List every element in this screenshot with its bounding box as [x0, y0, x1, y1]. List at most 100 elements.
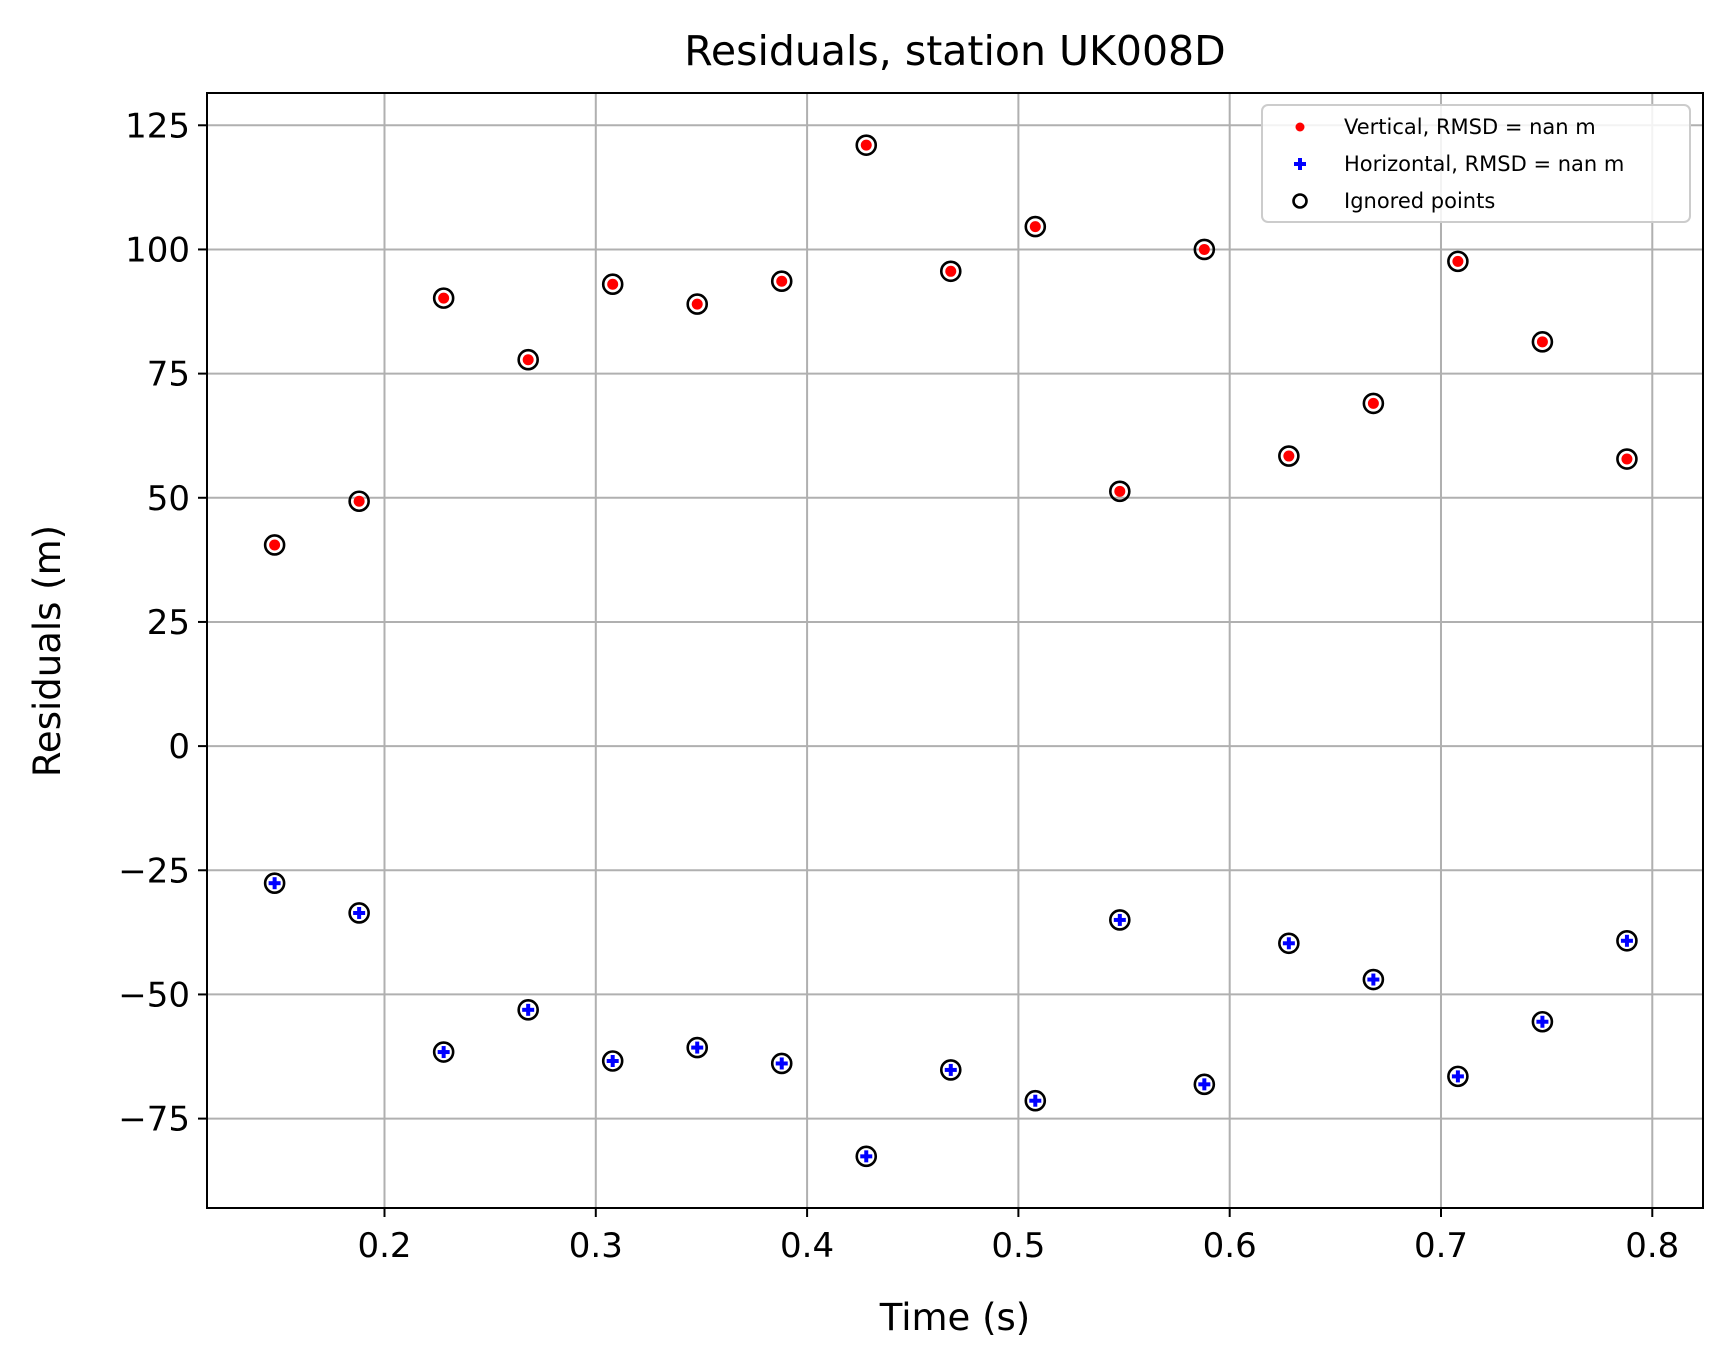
horizontal-residual-point	[1282, 937, 1295, 950]
vertical-residual-point	[1621, 453, 1633, 465]
horizontal-residual-point	[1198, 1078, 1211, 1091]
vertical-residual-point	[691, 298, 703, 310]
ignored-point-marker	[432, 287, 455, 309]
ignored-point-marker	[263, 872, 286, 894]
ignored-point-marker	[1278, 445, 1300, 467]
y-tick-label: −25	[118, 851, 190, 891]
ignored-point-marker	[1531, 1010, 1554, 1033]
y-tick-label: 0	[168, 727, 190, 767]
horizontal-residual-point	[1113, 913, 1126, 926]
ignored-point-marker	[432, 1041, 455, 1063]
ignored-point-marker	[601, 1050, 624, 1072]
x-tick-label: 0.3	[569, 1226, 623, 1266]
ignored-point-marker	[348, 490, 370, 513]
ignored-point-marker	[1109, 480, 1131, 503]
plot-frame	[206, 92, 1704, 1209]
ignored-point-marker	[1362, 392, 1385, 415]
y-tick-label: −75	[118, 1100, 190, 1140]
ignored-point-marker	[1193, 1073, 1216, 1096]
horizontal-residual-point	[437, 1046, 450, 1059]
ignored-point-marker	[1531, 331, 1554, 353]
vertical-residual-point	[860, 139, 872, 151]
x-tick-label: 0.6	[1203, 1226, 1257, 1266]
horizontal-residual-point	[860, 1150, 873, 1163]
x-tick-label: 0.8	[1625, 1226, 1679, 1266]
ignored-point-marker	[1024, 1089, 1047, 1112]
x-tick-label: 0.5	[991, 1226, 1045, 1266]
y-tick-label: 50	[147, 479, 190, 519]
horizontal-residual-point	[944, 1063, 957, 1076]
ignored-point-marker	[1362, 968, 1385, 991]
ignored-point-marker	[1447, 1065, 1469, 1088]
legend-vertical-marker	[1295, 122, 1305, 132]
vertical-residual-point	[1367, 397, 1379, 409]
horizontal-residual-point	[775, 1057, 788, 1070]
y-tick-label: 75	[147, 355, 190, 395]
vertical-residual-point	[1029, 221, 1041, 233]
vertical-residual-point	[438, 292, 450, 304]
ignored-point-marker	[855, 134, 878, 156]
vertical-residual-point	[607, 278, 619, 290]
data-points-layer	[268, 139, 1633, 1163]
vertical-residual-point	[1198, 243, 1210, 255]
ignored-point-marker	[348, 902, 370, 924]
horizontal-residual-point	[1367, 973, 1380, 986]
ignored-point-marker	[1193, 238, 1216, 261]
vertical-residual-point	[1283, 450, 1295, 462]
ignored-point-marker	[939, 1059, 962, 1081]
legend-entries: Vertical, RMSD = nan m Horizontal, RMSD =…	[1292, 115, 1624, 213]
ignored-point-marker	[601, 273, 624, 296]
ignored-point-marker	[1109, 909, 1131, 931]
vertical-residual-point	[522, 354, 534, 366]
vertical-residual-point	[776, 275, 788, 287]
tick-layer: 0.2 0.3 0.4 0.5 0.6 0.7 0.8 125 100 75 50 25 0 −25 −50…	[118, 106, 1679, 1266]
y-tick-label: 25	[147, 603, 190, 643]
ignored-point-marker	[517, 348, 539, 371]
horizontal-residual-point	[606, 1054, 619, 1067]
y-axis-label: Residuals (m)	[26, 525, 69, 777]
x-tick-label: 0.7	[1414, 1226, 1468, 1266]
horizontal-residual-point	[1451, 1070, 1464, 1083]
legend-label: Vertical, RMSD = nan m	[1344, 115, 1596, 139]
ignored-point-marker	[939, 260, 962, 283]
legend: Vertical, RMSD = nan m Horizontal, RMSD =…	[1261, 104, 1691, 223]
ignored-point-marker	[686, 293, 709, 315]
ignored-point-marker	[1278, 932, 1300, 955]
x-axis-label: Time (s)	[879, 1296, 1030, 1339]
horizontal-residual-point	[268, 877, 281, 890]
chart-title: Residuals, station UK008D	[684, 27, 1225, 75]
ignored-point-marker	[1616, 448, 1638, 470]
ignored-point-marker	[855, 1145, 878, 1168]
horizontal-residual-point	[691, 1041, 704, 1054]
horizontal-residual-point	[353, 906, 366, 919]
vertical-residual-point	[1536, 336, 1548, 348]
legend-label: Ignored points	[1344, 189, 1495, 213]
legend-horizontal-marker	[1294, 158, 1306, 170]
x-tick-label: 0.2	[357, 1226, 411, 1266]
ignored-point-marker	[1447, 250, 1469, 273]
ignored-point-marker	[686, 1036, 709, 1059]
horizontal-residual-point	[1620, 934, 1633, 947]
legend-label: Horizontal, RMSD = nan m	[1344, 152, 1624, 176]
ignored-point-marker	[517, 999, 539, 1021]
legend-box	[1261, 104, 1691, 223]
ignored-point-marker	[263, 534, 286, 556]
vertical-residual-point	[269, 539, 281, 551]
vertical-residual-point	[1452, 255, 1464, 267]
horizontal-residual-point	[522, 1003, 535, 1016]
ignored-point-marker	[770, 1052, 793, 1075]
ignored-point-marker	[1024, 215, 1047, 238]
ignored-points-layer	[263, 134, 1638, 1168]
x-tick-label: 0.4	[780, 1226, 834, 1266]
horizontal-residual-point	[1536, 1015, 1549, 1028]
vertical-residual-point	[1114, 485, 1126, 497]
grid-layer	[207, 93, 1703, 1208]
plot-area	[207, 93, 1703, 1208]
legend-ignored-marker	[1292, 193, 1308, 209]
vertical-residual-point	[353, 495, 365, 507]
vertical-residual-point	[945, 265, 957, 277]
ignored-point-marker	[770, 270, 793, 293]
horizontal-residual-point	[1029, 1094, 1042, 1107]
